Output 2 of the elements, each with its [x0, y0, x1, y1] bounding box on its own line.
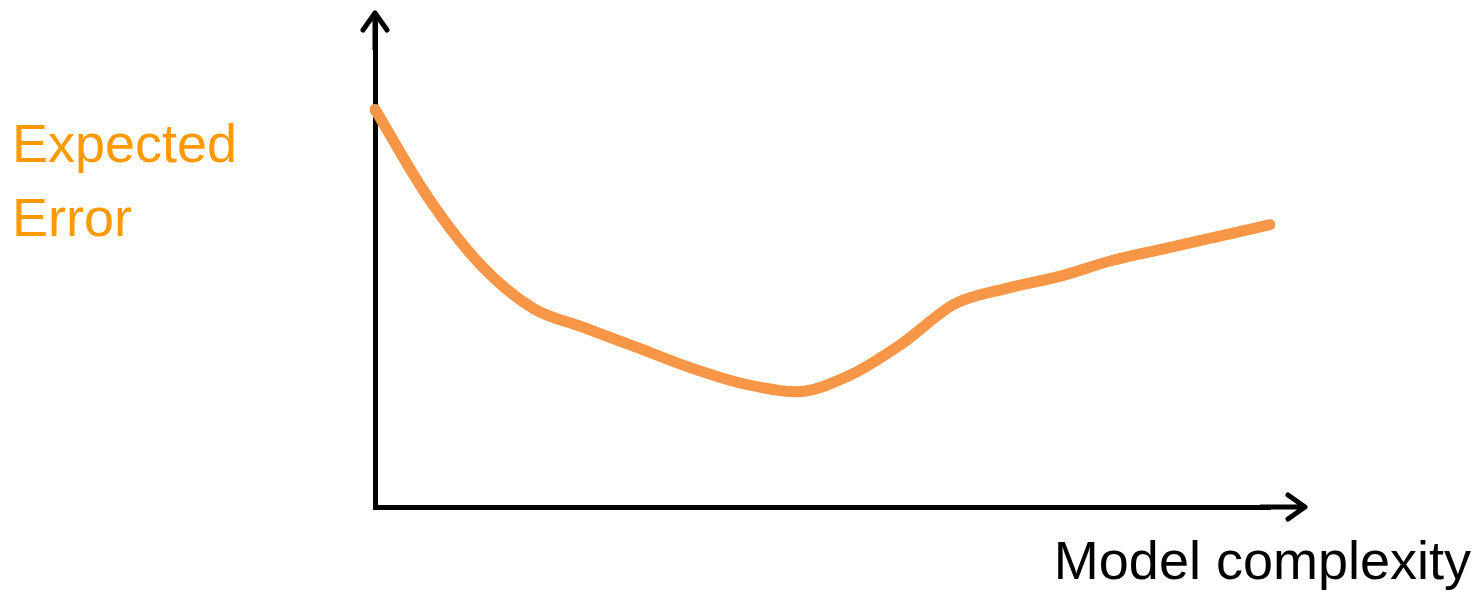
y-axis-title: Expected Error: [12, 112, 239, 249]
x-axis-title: Model complexity: [1053, 530, 1471, 590]
